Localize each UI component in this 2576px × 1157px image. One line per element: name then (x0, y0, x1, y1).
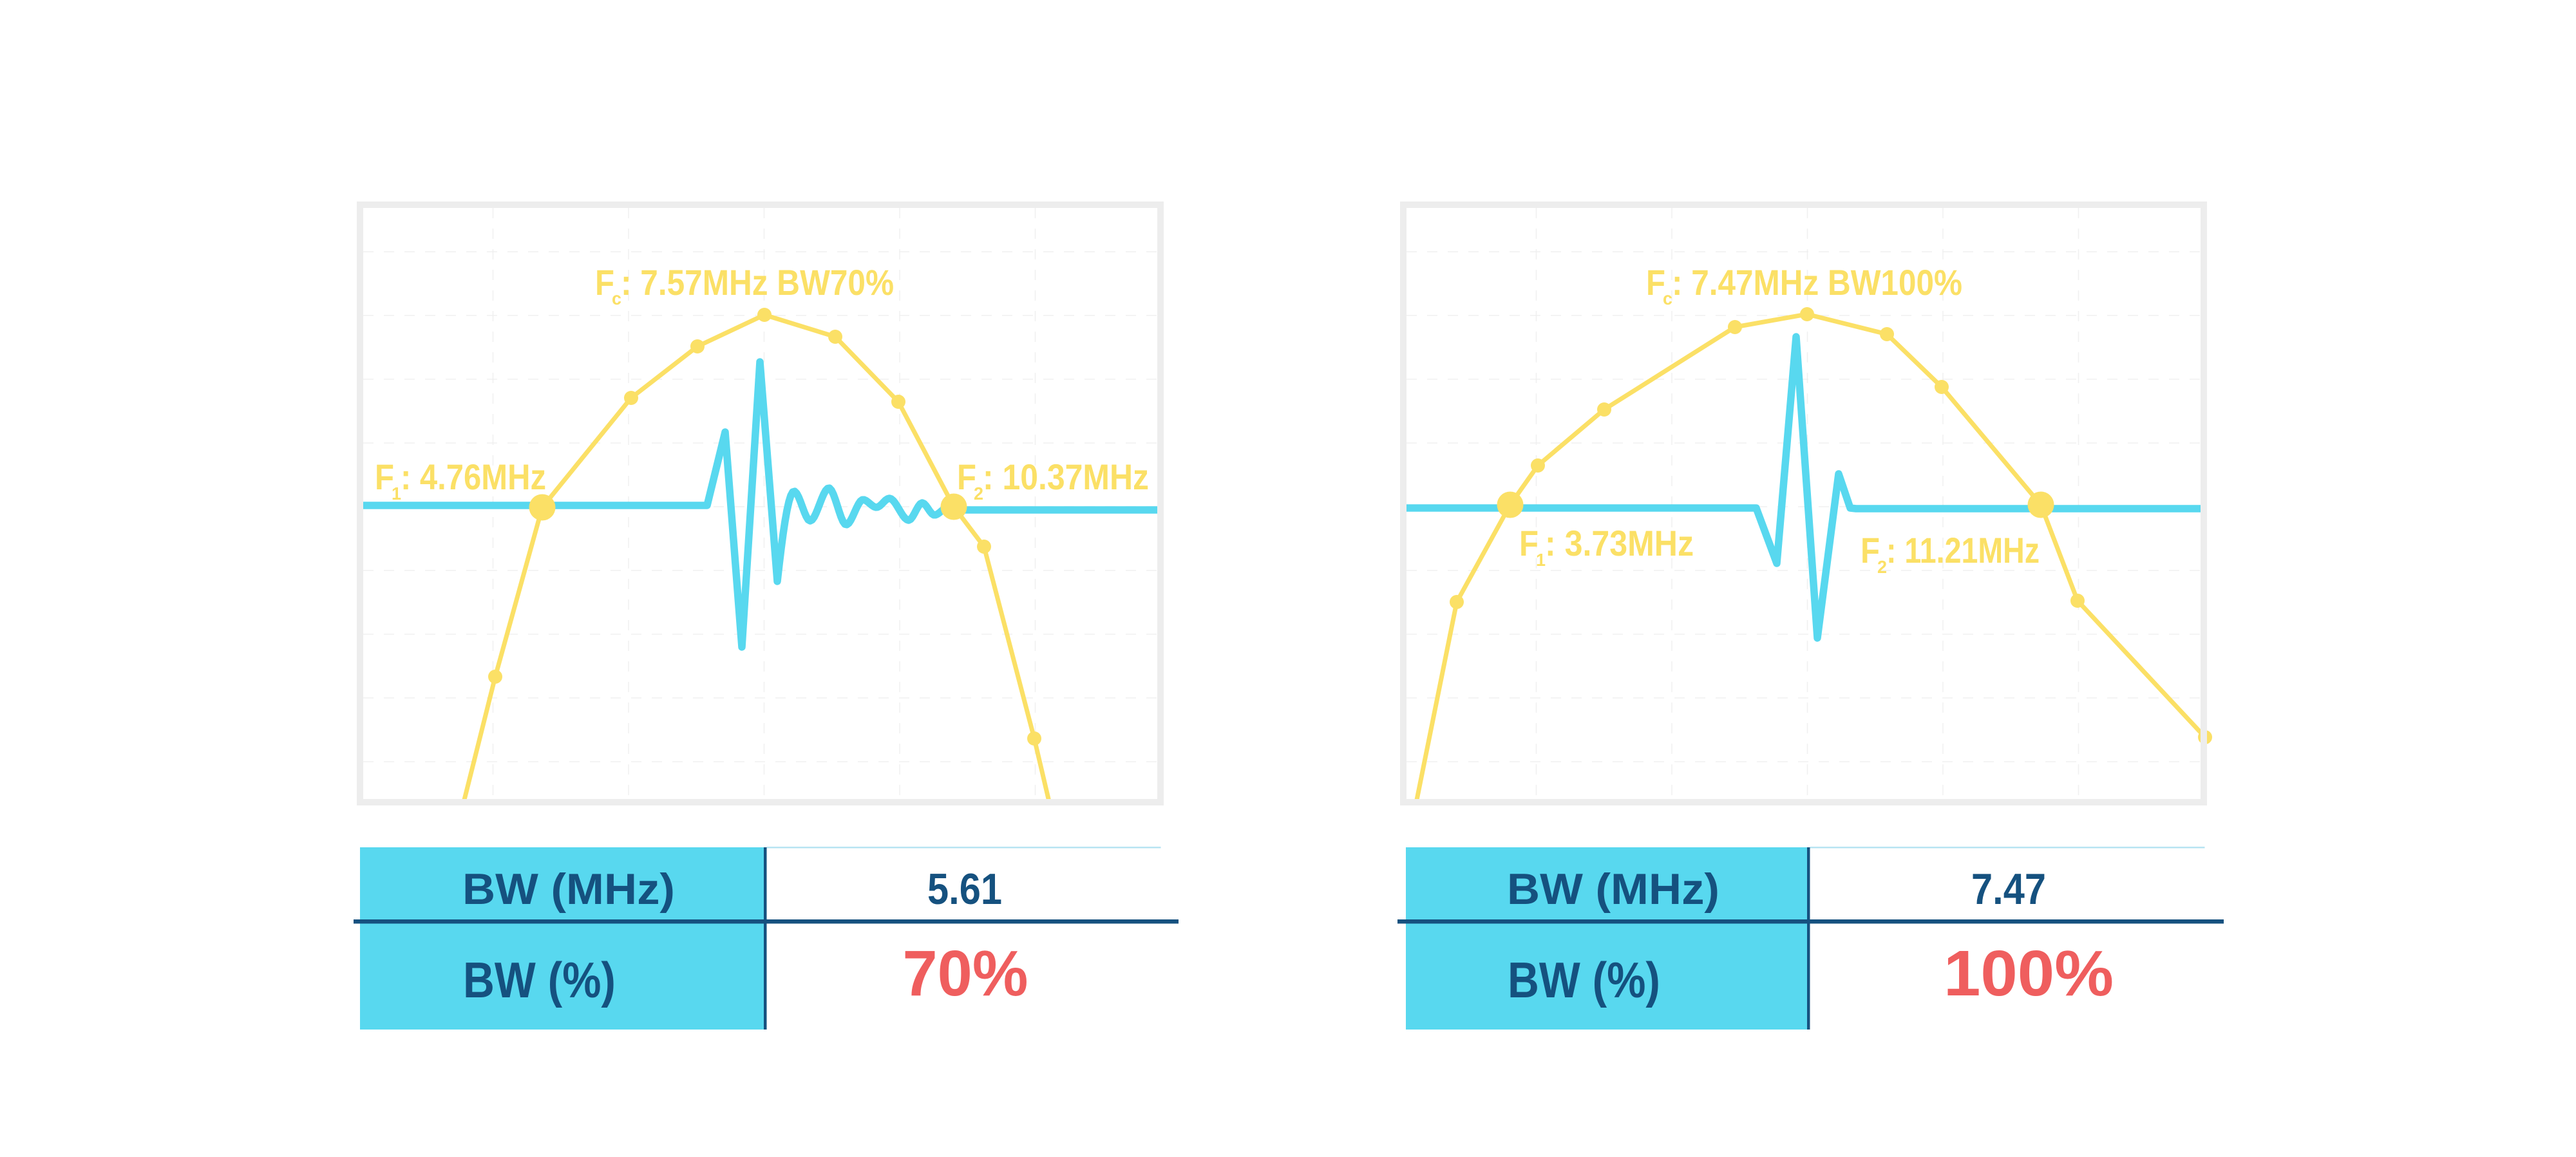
svg-text:F: F (1519, 523, 1539, 563)
svg-text:1: 1 (392, 484, 401, 503)
svg-text:: 11.21MHz: : 11.21MHz (1886, 530, 2040, 570)
svg-text:F: F (1861, 530, 1880, 570)
svg-text:: 7.57MHz BW70%: : 7.57MHz BW70% (621, 262, 894, 303)
svg-text:F: F (957, 456, 976, 497)
svg-text:: 10.37MHz: : 10.37MHz (983, 456, 1149, 497)
svg-text:F: F (1646, 262, 1665, 303)
svg-text:BW (MHz): BW (MHz) (462, 865, 675, 914)
svg-text:: 3.73MHz: : 3.73MHz (1545, 523, 1694, 563)
svg-text:: 7.47MHz BW100%: : 7.47MHz BW100% (1672, 262, 1962, 303)
svg-text:F: F (595, 262, 614, 303)
svg-text:7.47: 7.47 (1971, 865, 2046, 914)
svg-text:100%: 100% (1944, 937, 2114, 1010)
svg-text:F: F (375, 456, 394, 497)
svg-text:BW (%): BW (%) (463, 952, 616, 1008)
svg-text:BW (%): BW (%) (1508, 952, 1660, 1008)
svg-text:2: 2 (1877, 557, 1887, 577)
svg-text:c: c (612, 288, 621, 308)
svg-text:c: c (1663, 288, 1672, 308)
svg-text:BW (MHz): BW (MHz) (1507, 865, 1719, 914)
svg-text:1: 1 (1536, 550, 1546, 570)
svg-text:2: 2 (974, 484, 983, 503)
svg-text:5.61: 5.61 (927, 865, 1002, 914)
svg-text:70%: 70% (903, 937, 1028, 1010)
svg-text:: 4.76MHz: : 4.76MHz (401, 456, 546, 497)
